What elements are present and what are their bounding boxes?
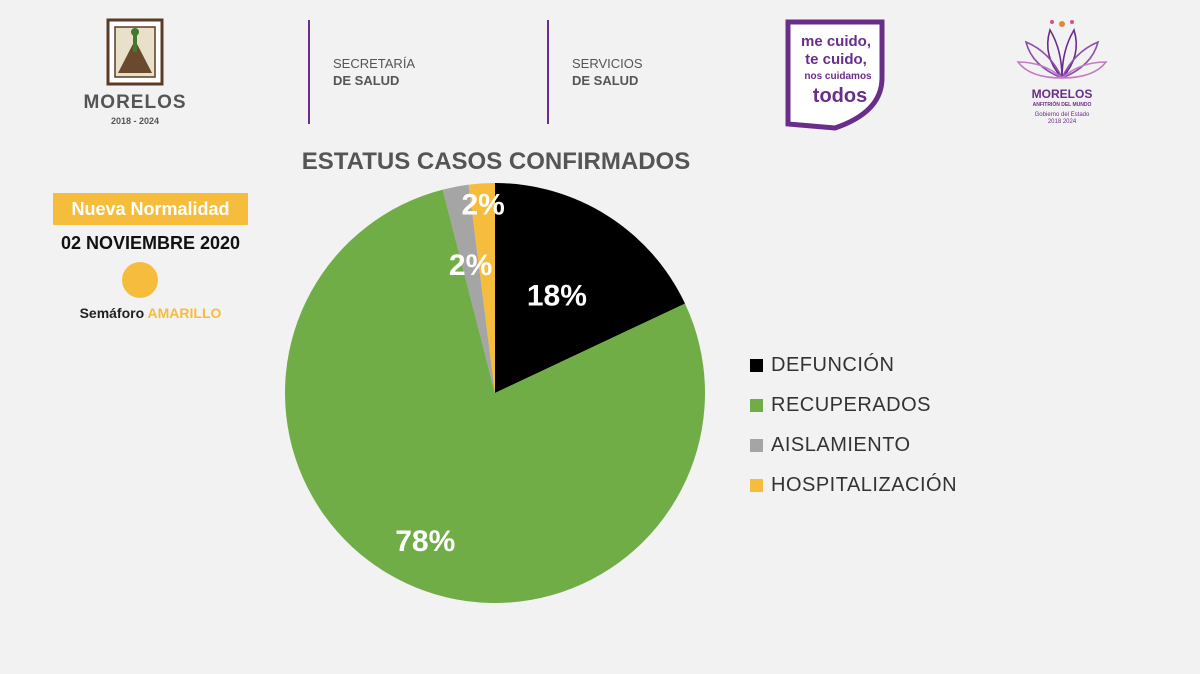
pie-data-label: 18% (527, 279, 587, 312)
legend-label: HOSPITALIZACIÓN (771, 473, 958, 496)
right-logo-tagline: ANFITRIÓN DEL MUNDO (1033, 100, 1092, 108)
pie-slice-hospitalización (468, 183, 495, 393)
legend-label: AISLAMIENTO (771, 433, 911, 456)
traffic-light-dot-icon (122, 262, 158, 298)
left-logo-years: 2018 - 2024 (110, 116, 160, 126)
slogan-line1: me cuido, (801, 33, 871, 50)
state-seal-icon (106, 18, 164, 86)
right-logo-years: 2018 2024 (1048, 119, 1077, 125)
legend-swatch (750, 478, 763, 492)
slogan-line2: te cuido, (805, 51, 867, 68)
semaforo-status: Semáforo AMARILLO (48, 305, 253, 321)
legend-item: RECUPERADOS (750, 385, 957, 425)
servicios-salud-logo: SERVICIOS DE SALUD (572, 55, 643, 89)
legend-item: DEFUNCIÓN (750, 345, 957, 385)
semaforo-value: AMARILLO (147, 305, 222, 321)
pie-data-label: 78% (395, 525, 455, 558)
legend-swatch (750, 358, 763, 372)
legend-swatch (750, 398, 763, 412)
pie-slice-defunción (495, 183, 686, 393)
slogan-shield-logo: me cuido, te cuido, nos cuidamos todos (780, 16, 890, 132)
left-logo-text: MORELOS 2018 - 2024 (70, 92, 200, 126)
divider (547, 20, 549, 124)
servicios-line1: SERVICIOS (572, 56, 643, 71)
chart-title: ESTATUS CASOS CONFIRMADOS (301, 148, 691, 175)
lotus-logo: MORELOS ANFITRIÓN DEL MUNDO Gobierno del… (1012, 16, 1112, 126)
right-logo-gov: Gobierno del Estado (1035, 112, 1090, 118)
servicios-line2: DE SALUD (572, 73, 639, 88)
legend-label: DEFUNCIÓN (771, 353, 895, 376)
chart-legend: DEFUNCIÓN RECUPERADOS AISLAMIENTO HOSPITALI… (750, 345, 957, 505)
pie-chart: 18% 78% 2% 2% (285, 183, 705, 603)
pie-slice-recuperados (285, 189, 705, 603)
legend-item: AISLAMIENTO (750, 425, 957, 465)
pie-slice-aislamiento (442, 184, 495, 393)
report-date: 02 NOVIEMBRE 2020 (60, 233, 241, 253)
divider (308, 20, 310, 124)
legend-label: RECUPERADOS (771, 393, 931, 416)
nueva-normalidad-badge: Nueva Normalidad (53, 193, 248, 225)
slogan-line3: nos cuidamos (804, 71, 872, 82)
pie-data-label: 2% (449, 249, 492, 282)
semaforo-label: Semáforo (79, 305, 145, 321)
secretaria-line1: SECRETARÍA (333, 56, 416, 71)
left-logo-name: MORELOS (83, 92, 187, 113)
legend-item: HOSPITALIZACIÓN (750, 465, 957, 505)
secretaria-line2: DE SALUD (333, 73, 400, 88)
legend-swatch (750, 438, 763, 452)
pie-data-label: 2% (461, 188, 504, 221)
right-logo-name: MORELOS (1032, 87, 1093, 101)
secretaria-salud-logo: SECRETARÍA DE SALUD (333, 55, 415, 89)
slogan-line4: todos (813, 85, 867, 107)
